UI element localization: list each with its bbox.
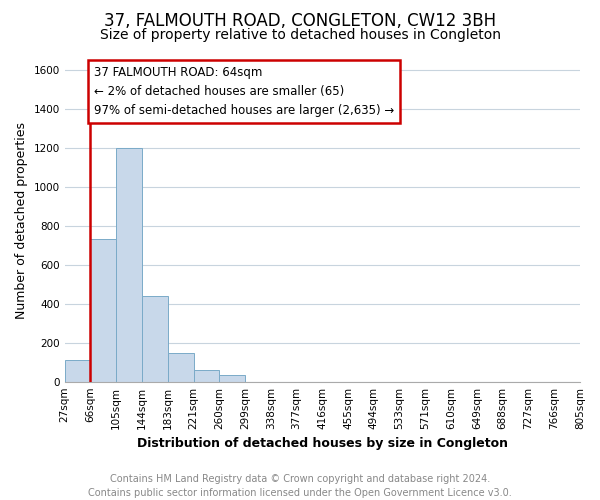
Text: 37, FALMOUTH ROAD, CONGLETON, CW12 3BH: 37, FALMOUTH ROAD, CONGLETON, CW12 3BH xyxy=(104,12,496,30)
Bar xyxy=(65,360,91,382)
Bar xyxy=(91,240,116,382)
Y-axis label: Number of detached properties: Number of detached properties xyxy=(15,122,28,320)
Bar xyxy=(219,375,245,382)
Text: 37 FALMOUTH ROAD: 64sqm
← 2% of detached houses are smaller (65)
97% of semi-det: 37 FALMOUTH ROAD: 64sqm ← 2% of detached… xyxy=(94,66,395,117)
Bar xyxy=(116,148,142,382)
Text: Size of property relative to detached houses in Congleton: Size of property relative to detached ho… xyxy=(100,28,500,42)
Text: Contains HM Land Registry data © Crown copyright and database right 2024.
Contai: Contains HM Land Registry data © Crown c… xyxy=(88,474,512,498)
X-axis label: Distribution of detached houses by size in Congleton: Distribution of detached houses by size … xyxy=(137,437,508,450)
Bar xyxy=(193,370,219,382)
Bar xyxy=(168,354,193,382)
Bar xyxy=(142,296,168,382)
